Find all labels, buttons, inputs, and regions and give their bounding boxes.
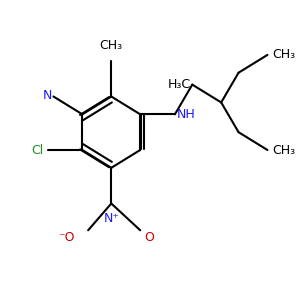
Text: O: O [145,231,154,244]
Text: N⁺: N⁺ [103,212,119,225]
Text: CH₃: CH₃ [272,48,295,62]
Text: ⁻O: ⁻O [58,231,75,244]
Text: N: N [43,88,52,101]
Text: CH₃: CH₃ [100,39,123,52]
Text: CH₃: CH₃ [272,143,295,157]
Text: NH: NH [176,108,195,121]
Text: H₃C: H₃C [168,78,191,91]
Text: Cl: Cl [31,143,43,157]
